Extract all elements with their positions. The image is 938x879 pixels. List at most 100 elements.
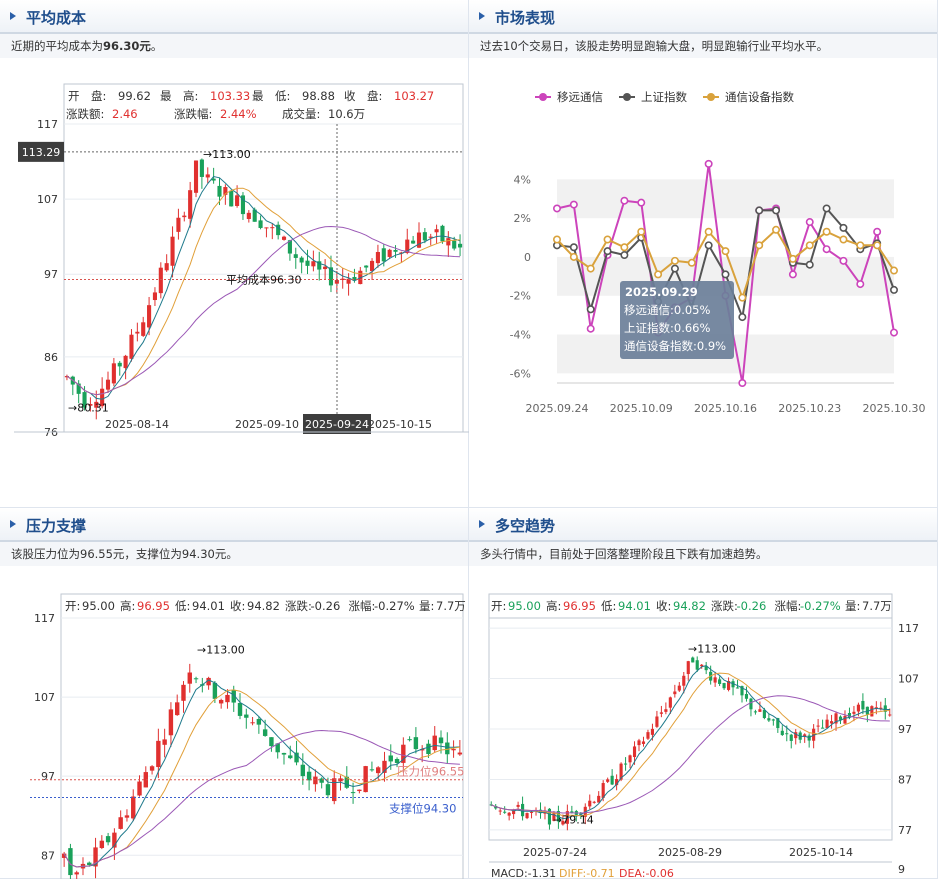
candle-body: [281, 752, 287, 755]
candle-body: [411, 240, 416, 244]
candle-body: [498, 810, 502, 812]
candle-body: [718, 679, 722, 684]
info-label: 开:: [491, 599, 506, 613]
candle-body: [735, 687, 740, 689]
candle-body: [193, 160, 199, 193]
support-label: 支撑位94.30: [389, 802, 456, 816]
candle-body: [870, 706, 874, 717]
candle-body: [105, 836, 111, 843]
info-label: 涨跌:: [285, 599, 312, 613]
candle-body: [440, 225, 445, 242]
candle-body: [451, 749, 456, 751]
series-point: [553, 204, 562, 213]
y-tick-label: -2%: [510, 290, 531, 303]
candle-body: [758, 709, 762, 712]
series-point: [721, 270, 730, 279]
candle-body: [771, 719, 775, 721]
moving-average-line: [63, 729, 460, 868]
legend-label: 移远通信: [557, 90, 603, 104]
candle-body: [344, 776, 349, 788]
candle-body: [673, 691, 677, 695]
series-point: [856, 241, 865, 250]
tooltip-line: 通信设备指数:0.9%: [624, 339, 726, 353]
series-point: [772, 225, 781, 234]
candle-body: [847, 712, 852, 718]
candle-body: [529, 811, 534, 813]
info-value: 95.00: [508, 599, 541, 613]
candle-body: [422, 232, 427, 241]
candle-body: [235, 195, 240, 206]
high-annotation: →113.00: [688, 642, 736, 655]
candle-body: [776, 718, 780, 729]
header-arrow-icon: [479, 12, 485, 20]
info-label: 开:: [65, 599, 80, 613]
candle-body: [632, 746, 637, 758]
candlestick-chart-pressure[interactable]: 开: 95.00 高: 96.95 低: 94.01 收: 94.82 涨跌:-0.26 涨幅:-…: [0, 566, 469, 879]
candle-body: [87, 862, 92, 866]
candle-body: [246, 212, 251, 219]
panel-header: 压力支撑: [0, 508, 468, 542]
candle-body: [413, 737, 419, 750]
candle-body: [419, 749, 425, 751]
candle-body: [99, 840, 105, 849]
info-label: 最 低:: [252, 89, 290, 103]
x-tick-label: 2025-10-14: [789, 846, 853, 859]
candle-body: [834, 713, 838, 724]
candle-body: [240, 195, 246, 215]
candle-body: [615, 779, 619, 786]
high-annotation: →113.00: [203, 148, 251, 161]
market-line-chart[interactable]: 4% 2% 0 -2% -4% -6% 2025.09.24 2025.10.09 2025.1…: [469, 58, 938, 438]
panel-header: 多空趋势: [469, 508, 937, 542]
series-point: [738, 313, 747, 322]
candle-body: [357, 789, 362, 792]
candle-body: [135, 331, 140, 334]
candle-body: [432, 735, 437, 751]
info-label: 收:: [230, 599, 245, 613]
candle-body: [112, 832, 117, 848]
y-tick-label: 117: [34, 612, 55, 625]
candle-body: [175, 702, 180, 716]
info-label: 涨幅:: [349, 599, 376, 613]
candle-body: [376, 767, 381, 774]
candlestick-chart-average-cost[interactable]: 开 盘: 99.62 最 高: 103.33 最 低: 98.88 收 盘: 103.27 涨跌…: [0, 58, 469, 438]
series-point: [772, 206, 781, 215]
y-tick-label: 2%: [514, 212, 531, 225]
macd-label: MACD:-1.31: [491, 867, 556, 879]
info-value: 2.44%: [220, 107, 257, 121]
header-arrow-icon: [10, 520, 16, 528]
macd-y-tick: 9: [898, 863, 905, 876]
candle-body: [691, 657, 695, 663]
candle-body: [88, 404, 93, 406]
candle-body: [838, 716, 843, 720]
x-tick-label: 2025-08-29: [658, 846, 722, 859]
candle-body: [458, 243, 463, 248]
candle-body: [350, 792, 356, 794]
series-point: [755, 206, 764, 215]
panel-title: 平均成本: [26, 9, 87, 27]
candle-body: [668, 697, 672, 708]
candle-body: [212, 682, 218, 699]
candle-body: [628, 755, 632, 763]
y-tick-label: 87: [898, 773, 912, 786]
candlestick-chart-trend[interactable]: 开: 95.00 高: 96.95 低: 94.01 收: 94.82 涨跌:-0.26 涨幅:-…: [469, 566, 938, 879]
candle-body: [829, 721, 834, 724]
moving-average-line: [66, 175, 461, 400]
candle-body: [731, 681, 735, 688]
moving-average-line: [491, 672, 890, 817]
candle-body: [713, 677, 717, 683]
desc-suffix: 。: [150, 39, 163, 53]
series-point: [704, 241, 713, 250]
candle-body: [865, 706, 869, 715]
series-point: [569, 252, 578, 261]
candle-body: [588, 800, 592, 807]
series-point: [822, 245, 831, 254]
candle-body: [843, 715, 847, 724]
candle-body: [561, 820, 565, 825]
candle-body: [281, 236, 287, 240]
candle-body: [244, 714, 249, 718]
info-value: 98.88: [302, 89, 335, 103]
candle-body: [445, 742, 450, 755]
candle-body: [332, 778, 337, 802]
candle-body: [434, 229, 439, 233]
series-point: [704, 227, 713, 236]
